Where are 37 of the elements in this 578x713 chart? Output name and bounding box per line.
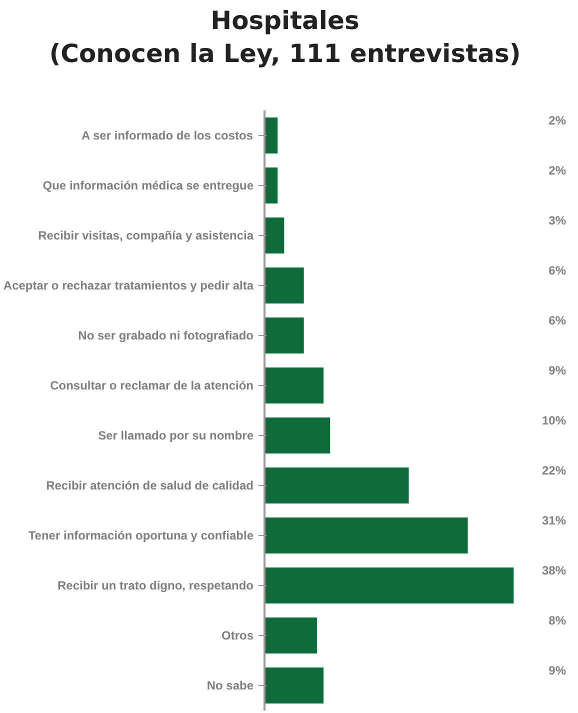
y-tick-label: Que información médica se entregue	[42, 178, 254, 192]
bar	[264, 668, 324, 704]
y-tick-label: Recibir visitas, compañía y asistencia	[38, 228, 254, 242]
y-tick-label: No sabe	[206, 678, 254, 692]
data-label: 22%	[542, 464, 566, 478]
y-tick-label: No ser grabado ni fotografiado	[78, 328, 254, 342]
data-label: 2%	[548, 114, 566, 128]
data-label: 31%	[542, 514, 566, 528]
data-label: 6%	[548, 264, 566, 278]
chart-title: Hospitales (Conocen la Ley, 111 entrevistas)	[49, 5, 521, 70]
bar	[264, 418, 330, 454]
y-tick-label: Ser llamado por su nombre	[98, 428, 254, 442]
bar	[264, 218, 284, 254]
bar	[264, 268, 304, 304]
bar	[264, 468, 409, 504]
y-tick-label: Recibir un trato digno, respetando	[57, 578, 254, 592]
y-tick-label: Aceptar o rechazar tratamientos y pedir alta	[3, 278, 254, 292]
y-tick-label: Recibir atención de salud de calidad	[46, 478, 254, 492]
bar	[264, 318, 304, 354]
data-label: 8%	[548, 614, 566, 628]
data-label: 9%	[548, 664, 566, 678]
y-tick-label: A ser informado de los costos	[81, 128, 254, 142]
bar	[264, 118, 278, 154]
data-label: 6%	[548, 314, 566, 328]
y-tick-label: Consultar o reclamar de la atención	[50, 378, 254, 392]
bar	[264, 518, 468, 554]
data-label: 10%	[542, 414, 566, 428]
bar	[264, 618, 317, 654]
y-tick-label: Otros	[221, 628, 254, 642]
data-label: 38%	[542, 564, 566, 578]
bar	[264, 568, 514, 604]
data-label: 2%	[548, 164, 566, 178]
bar	[264, 368, 324, 404]
bar	[264, 168, 278, 204]
y-tick-label: Tener información oportuna y confiable	[28, 528, 254, 542]
data-label: 9%	[548, 364, 566, 378]
data-label: 3%	[548, 214, 566, 228]
